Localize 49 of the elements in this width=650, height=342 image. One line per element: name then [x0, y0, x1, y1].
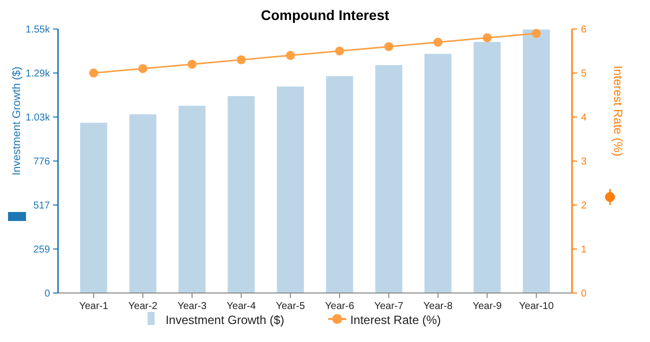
point [482, 33, 492, 42]
bar [424, 54, 452, 293]
y2-tick-label: 1 [581, 244, 587, 256]
x-tick-label: Year-6 [325, 301, 355, 312]
x-tick-label: Year-1 [79, 301, 109, 312]
y2-tick-label: 4 [581, 112, 587, 124]
y2-tick-label: 2 [581, 200, 587, 212]
y2-tick-label: 0 [581, 288, 587, 300]
bar [178, 106, 206, 293]
y-tick-label: 1.29k [26, 68, 51, 80]
x-tick-label: Year-9 [472, 301, 502, 312]
bar [326, 76, 354, 293]
x-tick-label: Year-4 [226, 301, 256, 312]
y-tick-label: 517 [33, 200, 50, 212]
point [286, 50, 295, 60]
y-tick-label: 1.55k [26, 24, 51, 36]
bar [228, 96, 255, 293]
bar [276, 86, 304, 293]
x-tick-label: Year-7 [374, 301, 404, 312]
bar [375, 65, 402, 293]
point [236, 55, 246, 64]
x-tick-label: Year-8 [423, 301, 453, 312]
bar [474, 42, 501, 293]
point [138, 64, 148, 74]
legend-label: Investment Growth ($) [166, 313, 284, 327]
chart-title: Compound Interest [260, 7, 390, 23]
bar [129, 114, 156, 293]
y-tick-label: 776 [33, 156, 50, 168]
y2-axis-title: Interest Rate (%) [611, 66, 625, 156]
y2-tick-label: 5 [581, 68, 587, 80]
point [384, 42, 394, 52]
point [89, 68, 98, 78]
x-tick-label: Year-3 [177, 301, 208, 312]
bar [80, 122, 108, 293]
point [335, 46, 344, 56]
point [532, 28, 541, 38]
y2-tick-label: 6 [581, 24, 587, 36]
y-tick-label: 1.03k [26, 112, 51, 124]
x-tick-label: Year-10 [519, 301, 554, 312]
y-axis-title: Investment Growth ($) [11, 66, 23, 176]
x-tick-label: Year-5 [276, 301, 306, 312]
legend-label: Interest Rate (%) [350, 313, 441, 327]
point [433, 38, 442, 47]
y-tick-label: 0 [44, 288, 50, 300]
y-tick-label: 259 [33, 244, 50, 256]
point [188, 60, 197, 69]
x-tick-label: Year-2 [128, 301, 158, 312]
bar [522, 30, 550, 293]
y2-tick-label: 3 [581, 156, 587, 168]
